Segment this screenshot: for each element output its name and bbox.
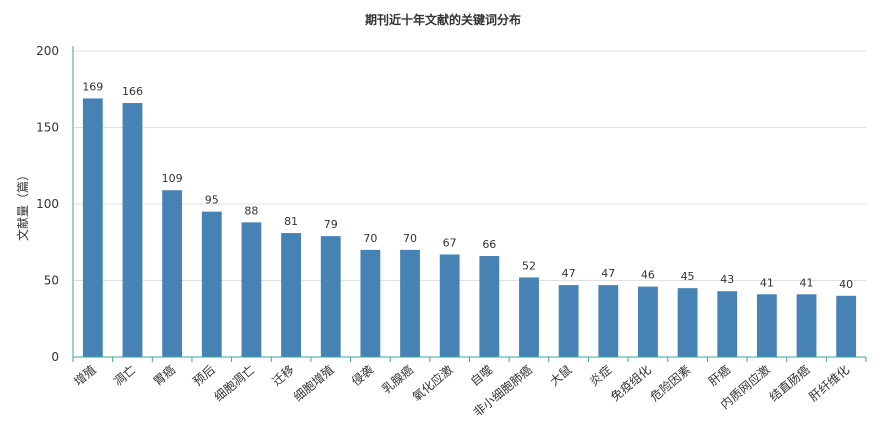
data-label: 166 [122, 85, 143, 98]
y-tick-label: 50 [44, 274, 59, 288]
data-label: 41 [760, 276, 774, 289]
x-tick-label: 危险因素 [647, 362, 693, 404]
y-axis: 0 50 100 150 200 [36, 44, 74, 364]
y-tick-label: 0 [51, 350, 59, 364]
bar-1 [82, 98, 103, 358]
y-tick-label: 150 [36, 121, 59, 135]
data-label: 95 [205, 194, 219, 207]
x-tick-label: 大鼠 [547, 363, 574, 389]
bar-11 [479, 256, 500, 357]
bar-14 [598, 285, 619, 357]
x-tick-label: 结直肠癌 [766, 362, 812, 404]
bar-20 [836, 295, 857, 357]
bar-9 [400, 249, 420, 357]
x-tick-label: 凋亡 [111, 363, 138, 389]
bar-12 [519, 277, 539, 357]
bar-18 [756, 294, 777, 357]
data-label: 67 [443, 236, 457, 249]
x-tick-label: 肝癌 [705, 362, 733, 389]
data-label: 41 [800, 276, 814, 289]
x-tick-label: 胃癌 [150, 362, 178, 389]
bar-7 [320, 236, 341, 357]
chart-title: 期刊近十年文献的关键词分布 [365, 12, 521, 27]
data-label: 79 [324, 218, 338, 231]
bar-19 [796, 294, 817, 357]
bar-4 [201, 211, 222, 357]
x-tick-label: 炎症 [586, 362, 614, 389]
data-label: 66 [482, 238, 496, 251]
data-label: 70 [403, 232, 417, 245]
bar-8 [360, 249, 381, 357]
data-label: 47 [562, 267, 576, 280]
data-label: 81 [284, 215, 298, 228]
bar-5 [241, 222, 262, 357]
data-label: 109 [162, 172, 183, 185]
x-tick-label: 肝纤维化 [806, 363, 852, 405]
data-label: 88 [244, 204, 258, 217]
x-tick-label: 细胞凋亡 [212, 363, 258, 405]
bars [82, 98, 857, 358]
x-tick-label: 细胞增殖 [290, 362, 336, 404]
y-tick-label: 100 [36, 197, 59, 211]
x-tick-label: 预后 [190, 363, 217, 389]
data-label: 47 [601, 267, 615, 280]
x-tick-label: 迁移 [270, 363, 297, 389]
bar-15 [638, 286, 658, 357]
bar-16 [677, 288, 698, 357]
bar-3 [162, 190, 183, 357]
data-label: 46 [641, 269, 655, 282]
data-label: 43 [720, 273, 734, 286]
bar-17 [717, 291, 738, 357]
data-label: 40 [839, 278, 853, 291]
data-label: 52 [522, 259, 536, 272]
x-tick-label: 侵袭 [348, 362, 376, 389]
bar-6 [281, 233, 301, 357]
bar-10 [439, 254, 460, 357]
data-labels: 169 166 109 95 88 81 79 70 70 67 66 52 47 47 46 45 43 41 4… [82, 80, 853, 290]
x-tick-label: 增殖 [71, 362, 99, 389]
gridlines [73, 50, 866, 281]
y-tick-label: 200 [36, 44, 59, 58]
bar-2 [122, 103, 143, 358]
y-axis-label: 文献量（篇） [15, 169, 30, 241]
data-label: 169 [82, 80, 103, 93]
x-tick-label: 免疫组化 [607, 362, 653, 404]
data-label: 45 [681, 270, 695, 283]
bar-13 [558, 285, 579, 357]
x-tick-label: 氧化应激 [409, 362, 455, 404]
x-tick-label: 自噬 [467, 362, 495, 389]
data-label: 70 [363, 232, 377, 245]
x-tick-label: 乳腺癌 [379, 362, 416, 397]
